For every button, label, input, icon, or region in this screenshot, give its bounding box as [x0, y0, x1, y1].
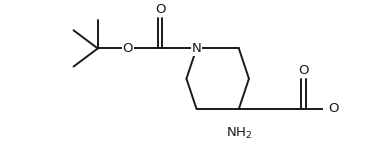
Text: O: O [298, 64, 308, 77]
Text: O: O [328, 102, 339, 115]
Text: N: N [192, 42, 201, 55]
Text: O: O [155, 3, 166, 16]
Text: O: O [123, 42, 133, 55]
Text: NH$_2$: NH$_2$ [226, 126, 252, 141]
